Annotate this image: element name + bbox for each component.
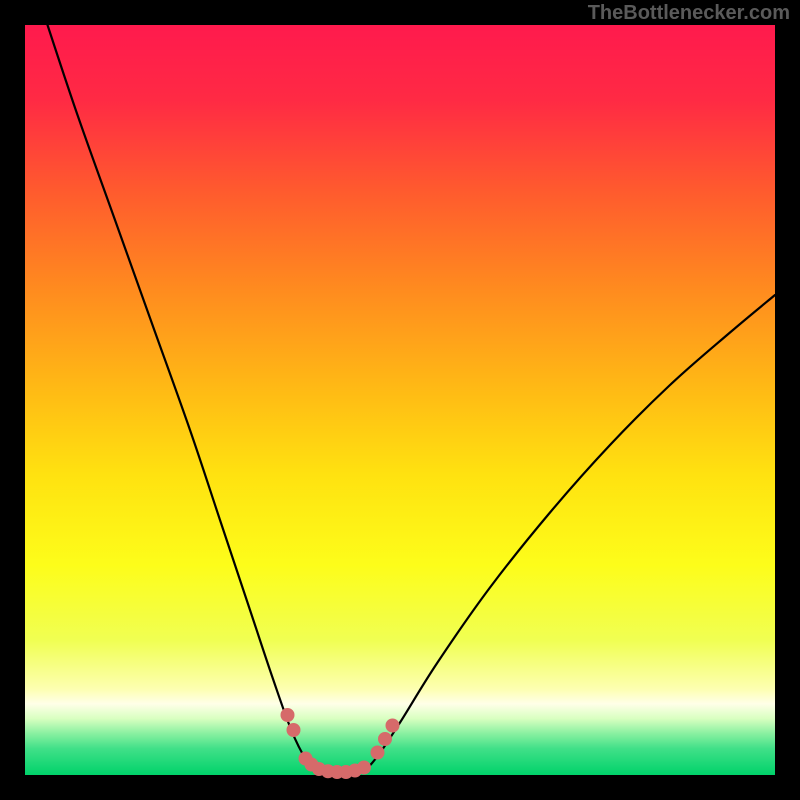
chart-container: TheBottlenecker.com	[0, 0, 800, 800]
data-marker	[379, 733, 392, 746]
data-marker	[287, 724, 300, 737]
bottleneck-curve	[48, 25, 776, 774]
data-marker	[358, 761, 371, 774]
curve-overlay	[0, 0, 800, 800]
watermark-text: TheBottlenecker.com	[588, 2, 790, 25]
data-marker	[386, 719, 399, 732]
data-marker	[281, 709, 294, 722]
data-marker	[371, 746, 384, 759]
